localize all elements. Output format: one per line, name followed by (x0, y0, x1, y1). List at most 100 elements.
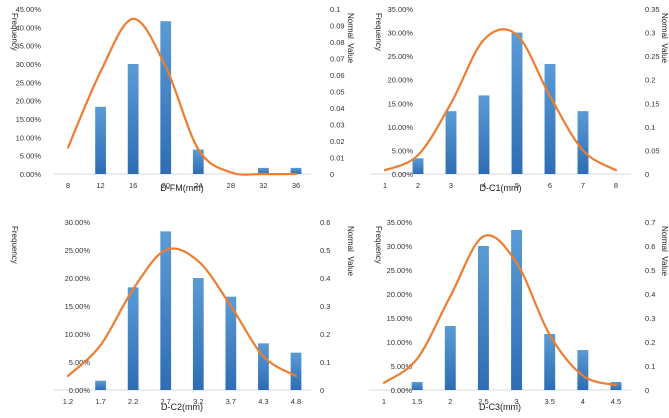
right-axis-tick-label: 0 (330, 170, 334, 179)
left-axis-title: Frequency (10, 13, 19, 51)
right-axis-tick-label: 0.6 (645, 242, 655, 251)
frequency-bar (412, 158, 424, 174)
right-axis-title: Normal Value (346, 13, 355, 64)
x-axis-title: D-C1(mm) (480, 183, 522, 193)
x-axis-tick-label: 28 (227, 181, 235, 190)
right-axis-tick-label: 0.04 (330, 104, 345, 113)
normal-distribution-curve (382, 234, 618, 387)
x-axis-tick-label: 3.2 (193, 397, 203, 406)
x-axis-tick-label: 8 (614, 181, 618, 190)
x-axis-tick-label: 2 (448, 397, 452, 406)
left-axis-tick-label: 20.00% (65, 274, 91, 283)
right-axis-tick-label: 0.3 (645, 29, 655, 38)
frequency-bar (258, 343, 269, 390)
chart-panel-1: 0.00% 5.00% 10.00% 15.00% 20.00% 25.00% 30.00%… (10, 5, 355, 193)
right-axis-tick-label: 0.05 (645, 146, 660, 155)
left-axis-tick-label: 0.00% (391, 386, 413, 395)
frequency-bar (127, 287, 139, 390)
right-axis-tick-label: 0.1 (645, 362, 655, 371)
right-axis-tick-label: 0.4 (320, 274, 330, 283)
frequency-bar (445, 111, 457, 174)
normal-distribution-curve (66, 17, 298, 176)
x-axis-tick-label: 16 (129, 181, 137, 190)
normal-distribution-curve (383, 28, 618, 172)
x-axis-title: D-C2(mm) (161, 402, 203, 412)
right-axis-tick-label: 0.2 (645, 76, 655, 85)
x-axis-tick-label: 2 (416, 181, 420, 190)
x-axis-tick-label: 3.5 (544, 397, 554, 406)
left-axis-tick-label: 0.00% (392, 170, 414, 179)
right-axis-title: Normal Value (660, 13, 669, 64)
frequency-bar (511, 32, 523, 174)
x-axis-tick-label: 4 (482, 181, 486, 190)
x-axis-tick-label: 3 (514, 397, 518, 406)
left-axis-tick-label: 25.00% (65, 246, 91, 255)
x-axis-tick-label: 1.2 (63, 397, 73, 406)
right-axis-tick-label: 0.6 (320, 218, 330, 227)
right-axis-tick-label: 0 (645, 386, 649, 395)
left-axis-title: Frequency (10, 226, 19, 264)
chart-panel-4: 0.00% 5.00% 10.00% 15.00% 20.00% 25.00% 30.00%… (369, 218, 669, 412)
left-axis-tick-label: 10.00% (16, 133, 42, 142)
right-axis-tick-label: 0.35 (645, 5, 660, 14)
frequency-bar (225, 296, 237, 390)
chart-panel-3: 0.00% 5.00% 10.00% 15.00% 20.00% 25.00% 30.00%… (10, 218, 355, 412)
left-axis-tick-label: 25.00% (388, 52, 414, 61)
x-axis-tick-label: 2.5 (478, 397, 488, 406)
left-axis-tick-label: 10.00% (388, 123, 414, 132)
frequency-bar (511, 230, 523, 390)
left-axis-tick-label: 35.00% (388, 5, 414, 14)
right-axis-tick-label: 0.01 (330, 154, 345, 163)
x-axis-title: D-FM(mm) (160, 183, 203, 193)
frequency-bar (192, 149, 204, 174)
right-axis-title: Normal Value (346, 226, 355, 277)
x-axis-tick-label: 12 (96, 181, 104, 190)
left-axis-tick-label: 5.00% (69, 358, 91, 367)
frequency-bar (477, 246, 489, 390)
right-axis-tick-label: 0.03 (330, 121, 345, 130)
left-axis-tick-label: 30.00% (388, 29, 414, 38)
x-axis-tick-label: 2.7 (160, 397, 170, 406)
frequency-bar (544, 333, 556, 390)
left-axis-tick-label: 20.00% (16, 97, 42, 106)
right-axis-tick-label: 0.02 (330, 137, 345, 146)
x-axis-tick-label: 6 (548, 181, 552, 190)
right-axis-tick-label: 0.1 (320, 358, 330, 367)
left-axis-tick-label: 30.00% (387, 242, 413, 251)
x-axis-tick-label: 3.7 (226, 397, 236, 406)
left-axis-tick-label: 15.00% (16, 115, 42, 124)
x-axis-tick-label: 2.2 (128, 397, 138, 406)
right-axis-tick-label: 0.06 (330, 71, 345, 80)
frequency-bar (95, 106, 106, 174)
frequency-bar (95, 380, 106, 390)
x-axis-tick-label: 4.3 (258, 397, 268, 406)
x-axis-tick-label: 1.5 (412, 397, 422, 406)
left-axis-tick-label: 45.00% (16, 5, 42, 14)
x-axis-tick-label: 4 (581, 397, 585, 406)
right-axis-tick-label: 0.1 (645, 123, 655, 132)
left-axis-tick-label: 25.00% (387, 266, 413, 275)
left-axis-tick-label: 20.00% (388, 76, 414, 85)
left-axis-tick-label: 25.00% (16, 78, 42, 87)
frequency-bar (160, 231, 172, 390)
left-axis-tick-label: 30.00% (65, 218, 91, 227)
frequency-bar (290, 352, 302, 390)
right-axis-tick-label: 0.15 (645, 99, 660, 108)
right-axis-tick-label: 0.3 (320, 302, 330, 311)
frequency-bar (411, 381, 423, 390)
left-axis-tick-label: 0.00% (20, 170, 42, 179)
x-axis-tick-label: 4.8 (291, 397, 301, 406)
right-axis-tick-label: 0.05 (330, 88, 345, 97)
x-axis-tick-label: 8 (66, 181, 70, 190)
left-axis-tick-label: 0.00% (69, 386, 91, 395)
frequency-bar (127, 64, 139, 174)
left-axis-tick-label: 20.00% (387, 290, 413, 299)
frequency-bar (160, 21, 172, 175)
x-axis-tick-label: 36 (292, 181, 300, 190)
normal-distribution-curve (66, 247, 298, 378)
frequency-bar (290, 167, 302, 174)
left-axis-title: Frequency (374, 226, 383, 264)
x-axis-tick-label: 20 (162, 181, 170, 190)
right-axis-tick-label: 0.5 (645, 266, 655, 275)
